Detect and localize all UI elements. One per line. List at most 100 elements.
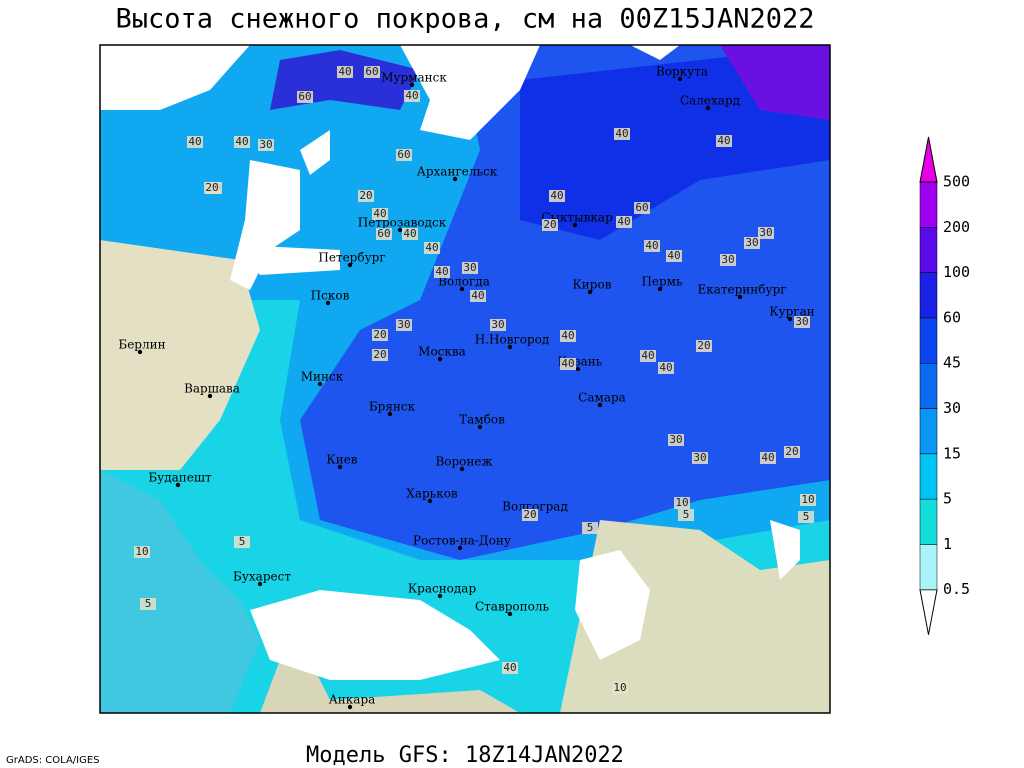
contour-label: 30 <box>759 226 772 239</box>
map-title: Высота снежного покрова, см на 00Z15JAN2… <box>116 4 815 35</box>
contour-label-box <box>696 340 712 352</box>
city-label: Бухарест <box>233 570 291 584</box>
city-label: Псков <box>311 289 350 303</box>
legend-triangle <box>919 136 938 183</box>
contour-label: 30 <box>693 451 706 464</box>
contour-label-box <box>187 136 203 148</box>
city-dot <box>575 366 581 372</box>
contour-label: 40 <box>550 189 563 202</box>
contour-label-box <box>372 208 388 220</box>
legend-band <box>919 272 938 319</box>
legend-level: 60 <box>943 308 961 326</box>
contour-label: 40 <box>615 127 628 140</box>
legend-triangle <box>919 589 938 635</box>
contour-label-box <box>490 319 506 331</box>
contour-label-box <box>800 494 816 506</box>
contour-label-box <box>794 316 810 328</box>
contour-label: 30 <box>397 318 410 331</box>
map-frame <box>99 44 831 714</box>
contour-label-box <box>134 546 150 558</box>
contour-label-box <box>234 536 250 548</box>
contour-label: 20 <box>543 218 556 231</box>
contour-label-box <box>140 598 156 610</box>
contour-label: 40 <box>435 265 448 278</box>
city-dot <box>397 227 403 233</box>
city-label: Курган <box>769 305 814 319</box>
contour-label-box <box>678 509 694 521</box>
city-label: Варшава <box>184 382 240 396</box>
legend-band <box>919 227 938 273</box>
contour-label: 5 <box>239 535 246 548</box>
legend-level: 5 <box>943 490 952 508</box>
city-dot <box>657 286 663 292</box>
contour-label-box <box>758 227 774 239</box>
contour-label-box <box>358 190 374 202</box>
contour-label-box <box>376 228 392 240</box>
city-dot <box>347 262 353 268</box>
city-label: Екатеринбург <box>697 283 786 297</box>
city-dot <box>507 344 513 350</box>
contour-label: 5 <box>145 597 152 610</box>
city-label: Анкара <box>329 693 376 707</box>
contour-label-box <box>614 128 630 140</box>
city-label: Волгоград <box>502 500 568 514</box>
contour-label: 20 <box>785 445 798 458</box>
city-label: Тамбов <box>459 413 505 427</box>
city-label: Воркута <box>656 65 708 79</box>
city-dot <box>705 105 711 111</box>
city-label: Воронеж <box>435 455 492 469</box>
contour-label-box <box>658 362 674 374</box>
contour-label-box <box>462 262 478 274</box>
legend-level: 500 <box>943 173 970 191</box>
contour-label: 60 <box>635 201 648 214</box>
city-label: Салехард <box>680 94 740 108</box>
contour-label: 40 <box>761 451 774 464</box>
contour-label-box <box>744 237 760 249</box>
city-label: Минск <box>301 370 344 384</box>
legend-band <box>919 453 938 500</box>
city-label: Сыктывкар <box>541 211 613 225</box>
contour-label-box <box>549 190 565 202</box>
contour-label-box <box>560 330 576 342</box>
contour-label-box <box>258 139 274 151</box>
contour-label-box <box>234 136 250 148</box>
city-dot <box>737 294 743 300</box>
city-dot <box>207 393 213 399</box>
city-label: Москва <box>418 345 466 359</box>
contour-label: 40 <box>617 215 630 228</box>
contour-label: 40 <box>561 329 574 342</box>
map-labels: Мурманск Воркута Салехард Архангельск Петроз… <box>118 65 816 710</box>
contour-label-box <box>640 350 656 362</box>
city-label: Архангельск <box>417 165 498 179</box>
contour-label-box <box>502 662 518 674</box>
city-dot <box>137 349 143 355</box>
city-dot <box>175 482 181 488</box>
map-area <box>100 45 830 713</box>
contour-label-box <box>634 202 650 214</box>
city-label: Пермь <box>641 275 683 289</box>
contour-label: 40 <box>561 357 574 370</box>
contour-label: 40 <box>338 65 351 78</box>
contour-label: 40 <box>667 249 680 262</box>
contour-label: 40 <box>471 289 484 302</box>
legend-band <box>919 362 938 409</box>
city-dot <box>459 466 465 472</box>
contour-label-box <box>470 290 486 302</box>
legend-level: 15 <box>943 444 961 462</box>
contour-label-box <box>424 242 440 254</box>
city-dot <box>597 402 603 408</box>
city-dot <box>257 581 263 587</box>
contour-label: 60 <box>377 227 390 240</box>
contour-label: 20 <box>373 348 386 361</box>
contour-label-box <box>666 250 682 262</box>
contour-label: 40 <box>659 361 672 374</box>
contour-label-box <box>798 511 814 523</box>
city-dot <box>325 300 331 306</box>
contour-label-box <box>616 216 632 228</box>
city-dot <box>477 424 483 430</box>
city-label: Ростов-на-Дону <box>413 534 511 548</box>
contour-label-box <box>372 349 388 361</box>
contour-label: 30 <box>795 315 808 328</box>
city-label: Петербург <box>318 251 385 265</box>
contour-label: 10 <box>613 681 626 694</box>
